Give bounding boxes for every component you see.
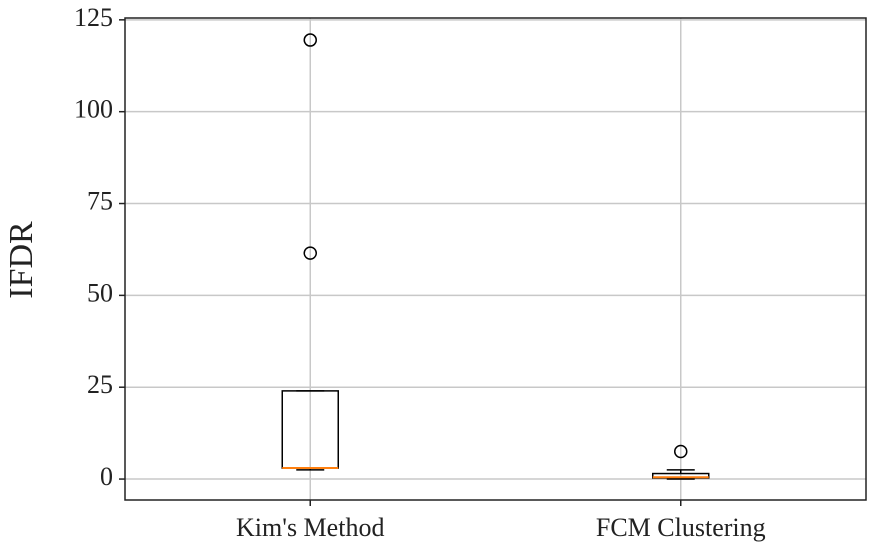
x-tick-label: FCM Clustering	[596, 513, 766, 542]
y-tick-label: 25	[87, 370, 113, 399]
y-tick-label: 50	[87, 278, 113, 307]
y-tick-label: 0	[100, 462, 113, 491]
y-tick-label: 100	[74, 95, 113, 124]
outlier	[674, 444, 688, 459]
plot-frame	[124, 17, 867, 501]
outlier	[303, 246, 317, 260]
outlier	[303, 33, 317, 47]
y-tick-label: 75	[87, 186, 113, 215]
y-tick-label: 125	[74, 3, 113, 32]
y-axis-label: IFDR	[3, 221, 40, 299]
x-tick-label: Kim's Method	[236, 513, 384, 542]
